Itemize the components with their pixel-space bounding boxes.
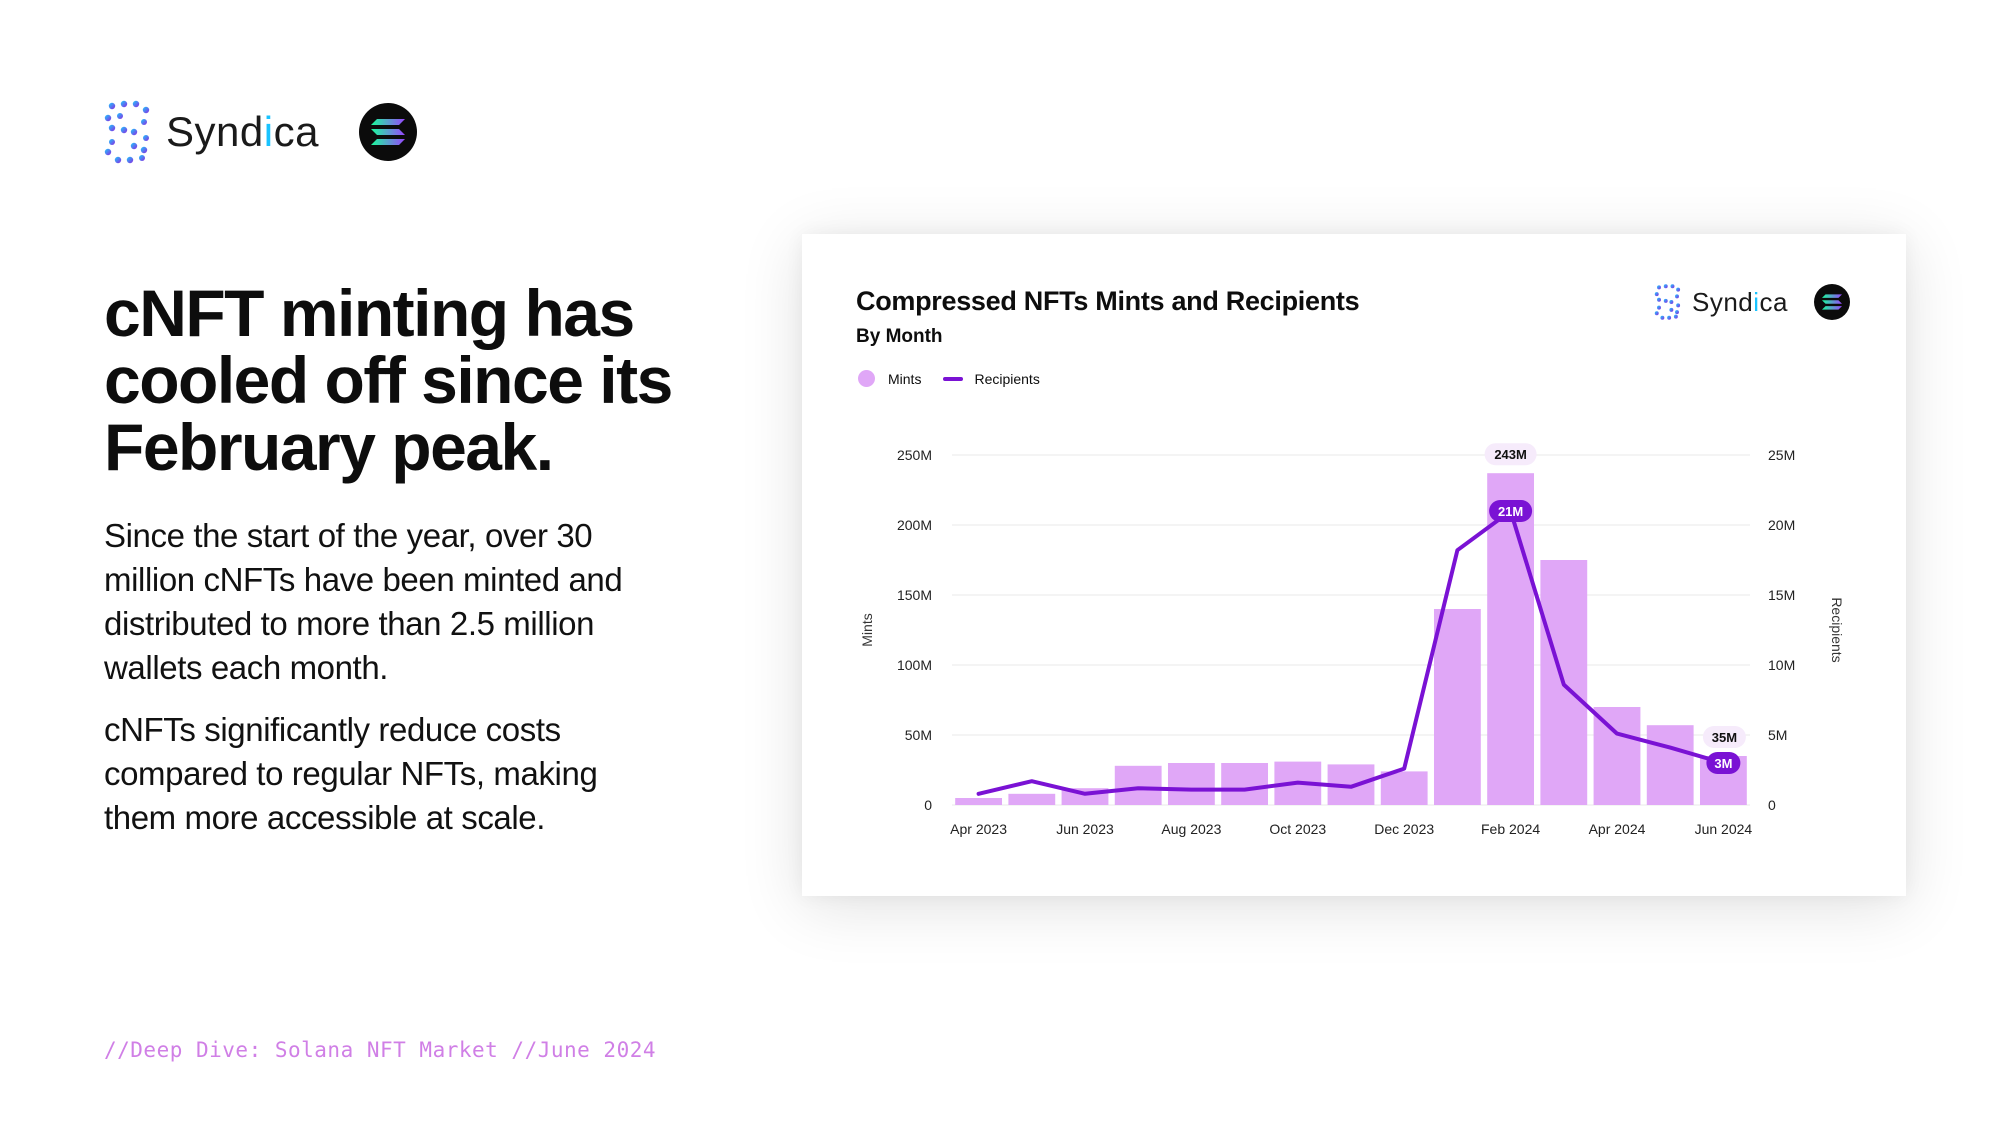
chart-plot: 0 50M 100M 150M 200M 250M 0 5M 10M 15M 20M 25M Mints… bbox=[859, 443, 1845, 837]
y-right-tick-label: 15M bbox=[1768, 587, 1795, 603]
point-recipients bbox=[1295, 780, 1300, 785]
y-left-tick-label: 200M bbox=[897, 517, 932, 533]
bar-mints bbox=[1433, 609, 1481, 805]
point-recipients bbox=[1402, 766, 1407, 771]
brand-name: Syndica bbox=[166, 108, 319, 155]
data-label: 21M bbox=[1498, 504, 1523, 519]
y-left-tick-label: 50M bbox=[905, 727, 932, 743]
body-paragraph-1: Since the start of the year, over 30 mil… bbox=[104, 517, 623, 686]
bar-mints bbox=[1008, 793, 1056, 805]
chart-title: Compressed NFTs Mints and Recipients bbox=[856, 286, 1360, 316]
x-tick-label: Jun 2024 bbox=[1695, 821, 1753, 837]
bar-mints bbox=[1114, 765, 1162, 805]
bar-mints bbox=[1487, 473, 1535, 805]
bar-mints bbox=[955, 798, 1003, 805]
body-paragraph-2: cNFTs significantly reduce costs compare… bbox=[104, 711, 598, 836]
x-tick-label: Apr 2023 bbox=[950, 821, 1007, 837]
legend-label: Recipients bbox=[974, 370, 1040, 387]
point-recipients bbox=[1349, 784, 1354, 789]
chart-legend: Mints Recipients bbox=[858, 370, 1062, 387]
y-left-axis-label: Mints bbox=[859, 613, 875, 646]
bar-mints bbox=[1646, 725, 1694, 805]
y-right-tick-label: 25M bbox=[1768, 447, 1795, 463]
line-recipients bbox=[976, 509, 1726, 796]
legend-item-recipients[interactable]: Recipients bbox=[943, 370, 1040, 387]
y-right-tick-label: 20M bbox=[1768, 517, 1795, 533]
syndica-logo-icon bbox=[1654, 284, 1681, 320]
y-left-tick-label: 250M bbox=[897, 447, 932, 463]
chart-card: Compressed NFTs Mints and Recipients By … bbox=[802, 234, 1906, 896]
x-tick-label: Apr 2024 bbox=[1589, 821, 1646, 837]
bar-mints bbox=[1380, 771, 1428, 805]
syndica-logo-icon bbox=[104, 100, 150, 164]
bar-mints bbox=[1593, 707, 1641, 805]
data-label: 35M bbox=[1712, 730, 1737, 745]
data-label-bg bbox=[1484, 443, 1537, 466]
data-label-bg bbox=[1489, 500, 1533, 522]
x-tick-label: Aug 2023 bbox=[1161, 821, 1221, 837]
legend-swatch-mints bbox=[858, 370, 875, 387]
headline: cNFT minting has cooled off since its Fe… bbox=[104, 276, 673, 484]
y-right-tick-label: 10M bbox=[1768, 657, 1795, 673]
legend-label: Mints bbox=[888, 370, 922, 387]
point-recipients bbox=[1136, 786, 1141, 791]
point-recipients bbox=[1029, 779, 1034, 784]
point-recipients bbox=[1668, 745, 1673, 750]
point-recipients bbox=[1561, 682, 1566, 687]
point-recipients bbox=[1455, 548, 1460, 553]
solana-icon bbox=[1814, 284, 1850, 320]
point-recipients bbox=[1189, 787, 1194, 792]
footer-caption: //Deep Dive: Solana NFT Market //June 20… bbox=[104, 1038, 657, 1062]
x-tick-label: Oct 2023 bbox=[1269, 821, 1326, 837]
x-tick-label: Jun 2023 bbox=[1056, 821, 1114, 837]
bar-mints bbox=[1167, 763, 1215, 805]
data-label-bg bbox=[1702, 726, 1746, 748]
legend-item-mints[interactable]: Mints bbox=[858, 370, 921, 387]
x-tick-label: Feb 2024 bbox=[1481, 821, 1540, 837]
y-left-tick-label: 0 bbox=[924, 797, 932, 813]
solana-icon bbox=[358, 103, 417, 161]
data-label: 3M bbox=[1714, 756, 1732, 771]
data-label-bg bbox=[1706, 752, 1741, 774]
point-recipients bbox=[1083, 791, 1088, 796]
y-left-tick-label: 150M bbox=[897, 587, 932, 603]
legend-swatch-recipients bbox=[943, 376, 964, 381]
chart-subtitle: By Month bbox=[856, 326, 943, 347]
card-brand: Syndica bbox=[1654, 284, 1850, 320]
x-tick-label: Dec 2023 bbox=[1374, 821, 1434, 837]
brand-header: Syndica bbox=[104, 100, 417, 164]
bar-mints bbox=[1221, 763, 1269, 805]
y-right-axis-label: Recipients bbox=[1829, 597, 1845, 662]
point-recipients bbox=[1615, 731, 1620, 736]
point-recipients bbox=[976, 791, 981, 796]
y-right-tick-label: 5M bbox=[1768, 727, 1787, 743]
data-label: 243M bbox=[1494, 447, 1527, 462]
point-recipients bbox=[1242, 787, 1247, 792]
y-left-tick-label: 100M bbox=[897, 657, 932, 673]
y-right-tick-label: 0 bbox=[1768, 797, 1776, 813]
card-brand-name: Syndica bbox=[1691, 286, 1788, 317]
